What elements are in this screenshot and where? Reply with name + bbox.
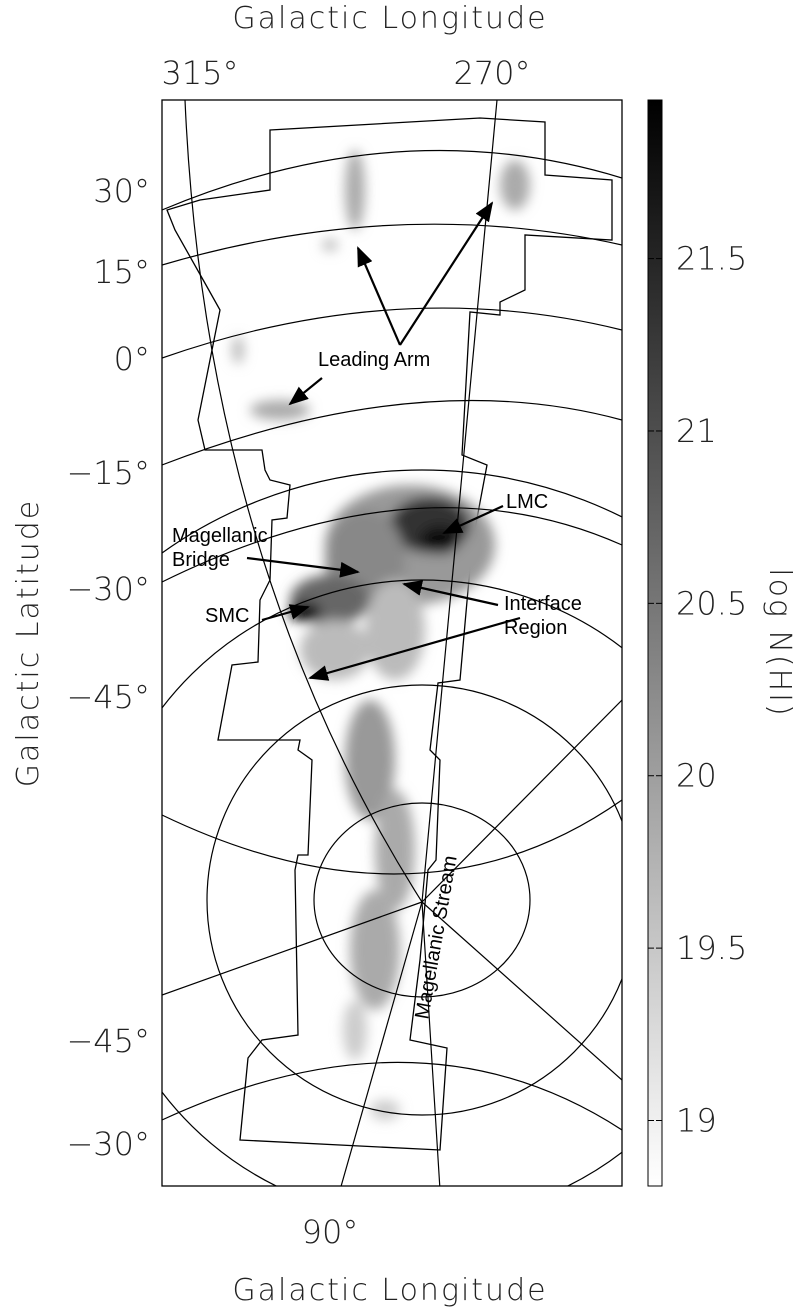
- annotation: SMC: [205, 605, 249, 627]
- y-axis-title: Galactic Latitude: [11, 499, 46, 787]
- colorbar-tick-label: 21: [676, 412, 717, 450]
- longitude-label: 270°: [453, 54, 530, 92]
- annotation-arrows: [246, 201, 521, 681]
- colorbar-tick-label: 20: [676, 757, 717, 795]
- latitude-label: 0°: [114, 340, 150, 378]
- colorbar-tick-label: 20.5: [676, 584, 747, 622]
- annotation-line: Bridge: [172, 549, 230, 571]
- latitude-label: −45°: [66, 1022, 150, 1060]
- annotation-line: Leading Arm: [318, 349, 430, 371]
- x-axis-title-bottom: Galactic Longitude: [232, 1273, 547, 1308]
- annotation-line: Interface: [504, 593, 582, 615]
- colorbar-tick-label: 19: [676, 1101, 717, 1139]
- latitude-label: 15°: [93, 253, 150, 291]
- annotation: Interface Region: [504, 593, 582, 639]
- x-axis-title-top: Galactic Longitude: [232, 1, 547, 36]
- colorbar-title: log N(HI): [762, 568, 797, 717]
- latitude-label: −30°: [66, 570, 150, 608]
- plot-frame: [161, 99, 623, 1187]
- annotation: Leading Arm: [318, 349, 430, 371]
- annotation-line: Magellanic: [172, 525, 268, 547]
- latitude-label: −45°: [66, 678, 150, 716]
- annotation-line: SMC: [205, 605, 249, 627]
- colorbar: [647, 99, 663, 1187]
- latitude-label: −30°: [66, 1125, 150, 1163]
- longitude-label: 90°: [302, 1213, 359, 1251]
- annotation: LMC: [506, 491, 548, 513]
- map: [162, 100, 622, 1186]
- coordinate-grid: [162, 100, 622, 1186]
- annotation: Magellanic Bridge: [172, 525, 268, 571]
- colorbar-tick-label: 21.5: [676, 240, 747, 278]
- annotation-line: Region: [504, 617, 567, 639]
- latitude-label: −15°: [66, 454, 150, 492]
- latitude-label: 30°: [93, 172, 150, 210]
- longitude-label: 315°: [161, 54, 238, 92]
- colorbar-tick-label: 19.5: [676, 929, 747, 967]
- annotation-line: LMC: [506, 491, 548, 513]
